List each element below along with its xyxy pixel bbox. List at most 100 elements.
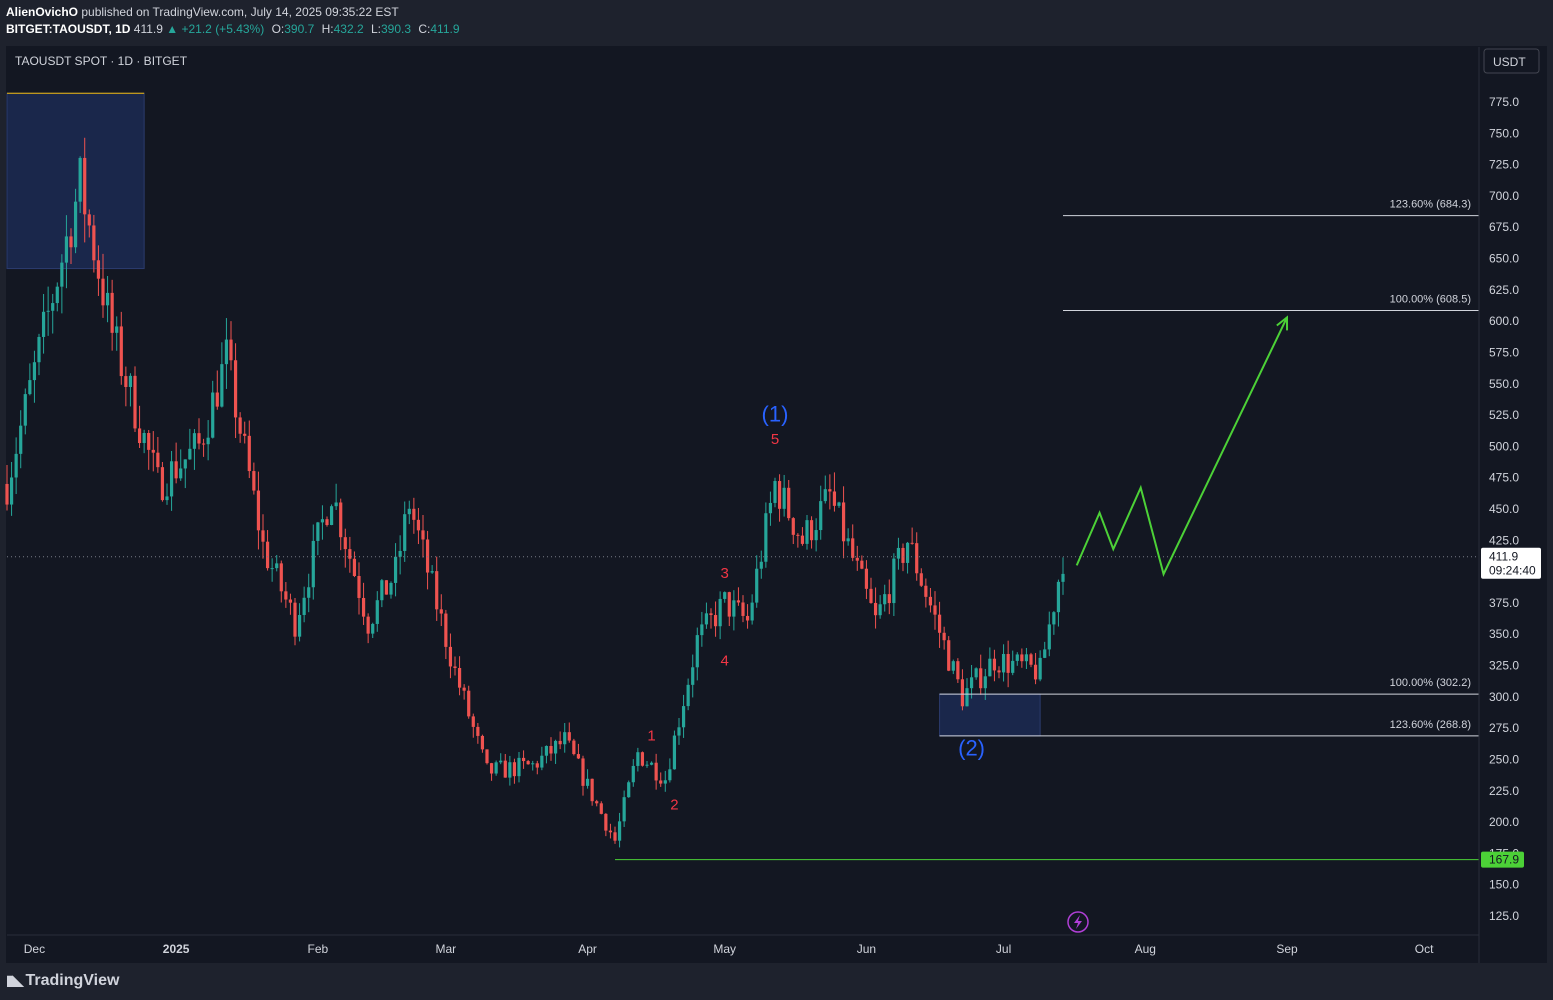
candle — [759, 550, 763, 579]
candle — [5, 464, 9, 511]
candle — [457, 656, 462, 696]
candle — [444, 609, 448, 660]
symbol-interval[interactable]: BITGET:TAOUSDT, 1D — [6, 22, 131, 36]
candle — [508, 755, 512, 786]
candle-body — [590, 778, 594, 802]
candle-body — [265, 541, 270, 569]
candle-body — [659, 780, 663, 784]
candle — [823, 475, 827, 504]
candle-body — [435, 571, 439, 610]
candle — [69, 228, 73, 264]
candle — [828, 474, 832, 510]
low-value: 390.3 — [381, 22, 412, 36]
x-tick-label: Sep — [1276, 942, 1298, 956]
candle-body — [544, 745, 549, 756]
candle-body — [320, 519, 325, 523]
candle-body — [887, 594, 891, 604]
candle — [192, 429, 197, 470]
candle — [425, 530, 430, 590]
currency-button-label[interactable]: USDT — [1493, 55, 1526, 69]
candle — [563, 722, 567, 753]
candle-body — [517, 757, 521, 777]
candle-body — [339, 502, 343, 538]
alert-icon-ring[interactable] — [1067, 911, 1089, 933]
fib-label-0: 123.60% (684.3) — [1390, 199, 1471, 211]
candle-body — [485, 749, 489, 764]
candle-body — [873, 602, 878, 616]
candle-body — [595, 801, 599, 804]
candle-body — [384, 580, 389, 595]
candle-body — [1015, 654, 1019, 661]
author-name[interactable]: AlienOvichO — [6, 5, 79, 19]
candle — [883, 584, 887, 612]
candle — [645, 760, 649, 768]
candle — [700, 611, 704, 647]
candle-body — [677, 727, 681, 736]
candle-body — [480, 735, 485, 750]
chart-frame[interactable] — [6, 46, 1547, 963]
candle-body — [974, 668, 978, 678]
currency-button[interactable]: USDT — [1483, 48, 1540, 74]
candle — [453, 656, 457, 676]
candle — [37, 333, 41, 376]
candle — [476, 723, 480, 744]
candle — [1052, 611, 1056, 635]
candle-body — [951, 661, 955, 671]
candle-body — [540, 755, 544, 768]
candle — [649, 761, 654, 766]
candle-body — [467, 690, 471, 717]
candle — [768, 491, 773, 526]
candle — [416, 507, 421, 545]
candle-body — [188, 448, 192, 460]
candle-body — [160, 467, 165, 501]
candle — [233, 343, 238, 439]
candle-body — [375, 600, 379, 624]
candle-body — [371, 623, 375, 634]
wave-label-red: 5 — [771, 431, 779, 448]
candle-body — [361, 597, 366, 617]
candle — [764, 502, 768, 568]
candle-body — [403, 514, 407, 551]
candle-body — [878, 604, 882, 616]
y-tick-label: 550.0 — [1489, 377, 1519, 391]
candle — [668, 758, 672, 783]
y-tick-label: 250.0 — [1489, 752, 1519, 766]
candle — [627, 780, 631, 798]
candle — [105, 275, 110, 323]
candle — [659, 772, 663, 787]
alert-icon[interactable] — [1067, 911, 1089, 933]
candle — [92, 214, 96, 273]
candle — [293, 597, 297, 646]
candle-body — [727, 592, 731, 617]
candle — [101, 253, 105, 318]
candle-body — [933, 605, 937, 615]
candle-body — [572, 740, 576, 755]
lightning-icon[interactable] — [1074, 915, 1082, 929]
candle-body — [142, 432, 146, 444]
candle — [535, 760, 539, 775]
y-tick-label: 125.0 — [1489, 909, 1519, 923]
candle-body — [718, 598, 722, 627]
candle — [549, 737, 553, 761]
candle — [110, 279, 114, 351]
candle — [247, 420, 251, 479]
candle — [915, 532, 919, 581]
candle — [572, 738, 576, 756]
tradingview-logo[interactable]: ▮◣ TradingView — [6, 972, 119, 990]
currency-button-bg[interactable] — [1483, 48, 1540, 74]
candle-body — [928, 596, 933, 606]
legend-title[interactable]: TAOUSDT SPOT · 1D · BITGET — [15, 54, 188, 68]
zone-box-1 — [939, 693, 1041, 737]
candle — [613, 826, 617, 844]
candle — [851, 524, 855, 562]
candle-body — [101, 278, 105, 306]
candle-body — [860, 560, 864, 569]
candle-body — [672, 735, 677, 770]
candle — [960, 669, 965, 711]
candle-body — [1043, 649, 1047, 658]
candle-body — [745, 615, 750, 621]
candle-body — [297, 614, 302, 637]
candle — [590, 778, 594, 806]
x-tick-label: 2025 — [163, 942, 190, 956]
